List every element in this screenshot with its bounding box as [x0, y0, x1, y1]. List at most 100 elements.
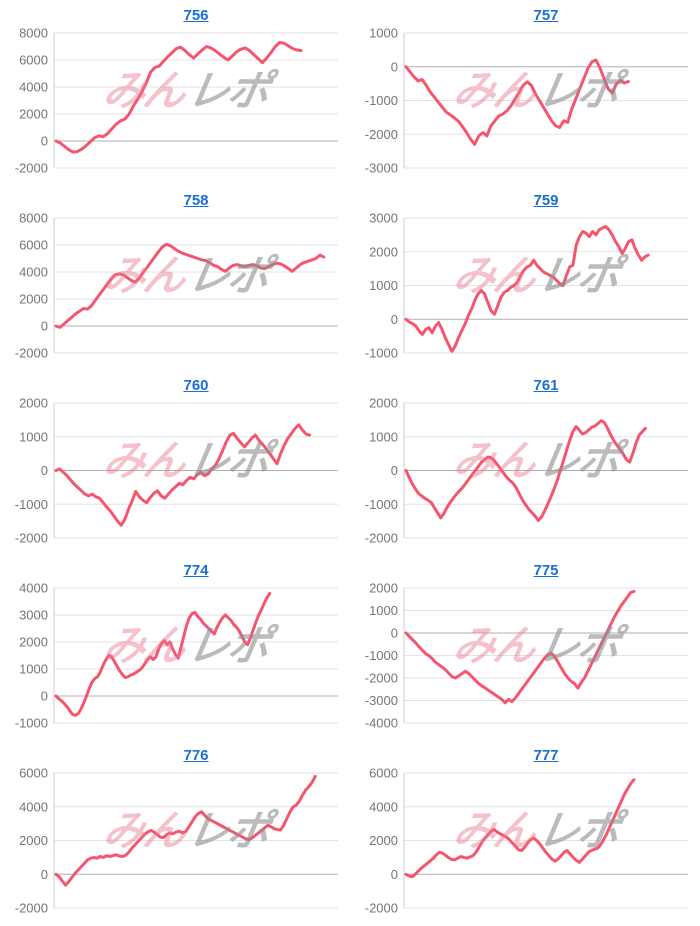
data-line — [54, 774, 317, 887]
y-tick-label: 1000 — [369, 429, 398, 444]
chart-title: 758 — [54, 185, 338, 213]
y-tick-label: -1000 — [365, 497, 398, 512]
data-line — [404, 419, 647, 522]
chart-title: 757 — [404, 0, 688, 28]
chart-cell: 759 3000 2000 1000 0 -1000 みんレポ — [350, 185, 700, 370]
y-tick-label: 0 — [41, 867, 48, 882]
chart-title-link[interactable]: 760 — [183, 377, 209, 394]
chart-title: 760 — [54, 370, 338, 398]
y-tick-label: -2000 — [365, 901, 398, 916]
y-tick-label: 0 — [41, 319, 48, 334]
y-tick-label: 2000 — [19, 398, 48, 411]
chart-title: 756 — [54, 0, 338, 28]
chart-canvas: 2000 1000 0 -1000 -2000 -3000 -4000 — [365, 583, 688, 731]
y-tick-label: 6000 — [19, 53, 48, 68]
y-tick-label: 6000 — [19, 768, 48, 781]
y-tick-label: 0 — [41, 463, 48, 478]
chart-canvas: 4000 3000 2000 1000 0 -1000 — [15, 583, 338, 731]
chart-canvas: 1000 0 -1000 -2000 -3000 — [365, 28, 688, 176]
chart-title: 774 — [54, 555, 338, 583]
y-tick-label: 0 — [391, 626, 398, 641]
y-tick-label: 8000 — [19, 28, 48, 41]
y-tick-label: 0 — [391, 867, 398, 882]
y-tick-label: 4000 — [19, 799, 48, 814]
y-tick-label: 4000 — [19, 583, 48, 596]
y-tick-label: 4000 — [19, 265, 48, 280]
chart-cell: 775 2000 1000 0 -1000 -2000 -3000 -4000 みんレポ — [350, 555, 700, 740]
y-tick-label: 2000 — [19, 833, 48, 848]
chart-title-link[interactable]: 756 — [183, 7, 209, 24]
y-tick-label: -2000 — [15, 161, 48, 176]
chart-cell: 758 8000 6000 4000 2000 0 -2000 みんレポ — [0, 185, 350, 370]
y-tick-label: 0 — [391, 312, 398, 327]
y-tick-label: -2000 — [365, 671, 398, 686]
y-tick-label: 4000 — [369, 799, 398, 814]
chart-cell: 774 4000 3000 2000 1000 0 -1000 みんレポ — [0, 555, 350, 740]
chart-title: 776 — [54, 740, 338, 768]
chart-cell: 761 2000 1000 0 -1000 -2000 みんレポ — [350, 370, 700, 555]
y-tick-label: -2000 — [15, 901, 48, 916]
y-tick-label: 1000 — [369, 28, 398, 41]
chart-cell: 777 6000 4000 2000 0 -2000 みんレポ — [350, 740, 700, 925]
y-tick-label: -2000 — [365, 127, 398, 142]
chart-canvas: 3000 2000 1000 0 -1000 — [365, 213, 688, 361]
chart-title-link[interactable]: 759 — [533, 192, 559, 209]
y-tick-label: 1000 — [369, 278, 398, 293]
y-tick-label: 2000 — [369, 244, 398, 259]
y-tick-label: -4000 — [365, 716, 398, 731]
chart-title-link[interactable]: 761 — [533, 377, 559, 394]
chart-title-link[interactable]: 757 — [533, 7, 559, 24]
y-tick-label: -2000 — [15, 531, 48, 546]
y-tick-label: 0 — [41, 689, 48, 704]
chart-cell: 776 6000 4000 2000 0 -2000 みんレポ — [0, 740, 350, 925]
data-line — [404, 58, 630, 146]
data-line — [404, 778, 636, 879]
chart-canvas: 2000 1000 0 -1000 -2000 — [365, 398, 688, 546]
y-tick-label: 0 — [391, 59, 398, 74]
y-tick-label: 3000 — [19, 608, 48, 623]
y-tick-label: -1000 — [15, 716, 48, 731]
data-line — [54, 242, 326, 329]
y-tick-label: 1000 — [19, 662, 48, 677]
y-tick-label: -3000 — [365, 161, 398, 176]
chart-title-link[interactable]: 777 — [533, 747, 559, 764]
chart-title: 759 — [404, 185, 688, 213]
y-tick-label: 2000 — [369, 583, 398, 596]
chart-cell: 760 2000 1000 0 -1000 -2000 みんレポ — [0, 370, 350, 555]
y-tick-label: -1000 — [365, 346, 398, 361]
chart-canvas: 6000 4000 2000 0 -2000 — [365, 768, 688, 916]
data-line — [404, 589, 636, 705]
chart-title-link[interactable]: 758 — [183, 192, 209, 209]
chart-title: 775 — [404, 555, 688, 583]
chart-cell: 756 8000 6000 4000 2000 0 -2000 みんレポ — [0, 0, 350, 185]
y-tick-label: 8000 — [19, 213, 48, 226]
y-tick-label: 1000 — [369, 603, 398, 618]
y-tick-label: 1000 — [19, 429, 48, 444]
y-tick-label: 2000 — [369, 398, 398, 411]
chart-canvas: 8000 6000 4000 2000 0 -2000 — [15, 28, 338, 176]
chart-canvas: 2000 1000 0 -1000 -2000 — [15, 398, 338, 546]
chart-canvas: 6000 4000 2000 0 -2000 — [15, 768, 338, 916]
y-tick-label: 6000 — [369, 768, 398, 781]
chart-canvas: 8000 6000 4000 2000 0 -2000 — [15, 213, 338, 361]
chart-cell: 757 1000 0 -1000 -2000 -3000 みんレポ — [350, 0, 700, 185]
y-tick-label: -1000 — [365, 93, 398, 108]
chart-title-link[interactable]: 775 — [533, 562, 559, 579]
y-tick-label: -2000 — [365, 531, 398, 546]
data-line — [54, 41, 303, 154]
y-tick-label: 2000 — [369, 833, 398, 848]
y-tick-label: -1000 — [15, 497, 48, 512]
chart-title-link[interactable]: 776 — [183, 747, 209, 764]
y-tick-label: 2000 — [19, 107, 48, 122]
data-line — [54, 591, 272, 717]
y-tick-label: 2000 — [19, 635, 48, 650]
chart-title-link[interactable]: 774 — [183, 562, 209, 579]
data-line — [54, 423, 312, 527]
y-tick-label: 0 — [391, 463, 398, 478]
y-tick-label: 4000 — [19, 80, 48, 95]
y-tick-label: 0 — [41, 134, 48, 149]
y-tick-label: -3000 — [365, 693, 398, 708]
y-tick-label: 2000 — [19, 292, 48, 307]
y-tick-label: -1000 — [365, 648, 398, 663]
